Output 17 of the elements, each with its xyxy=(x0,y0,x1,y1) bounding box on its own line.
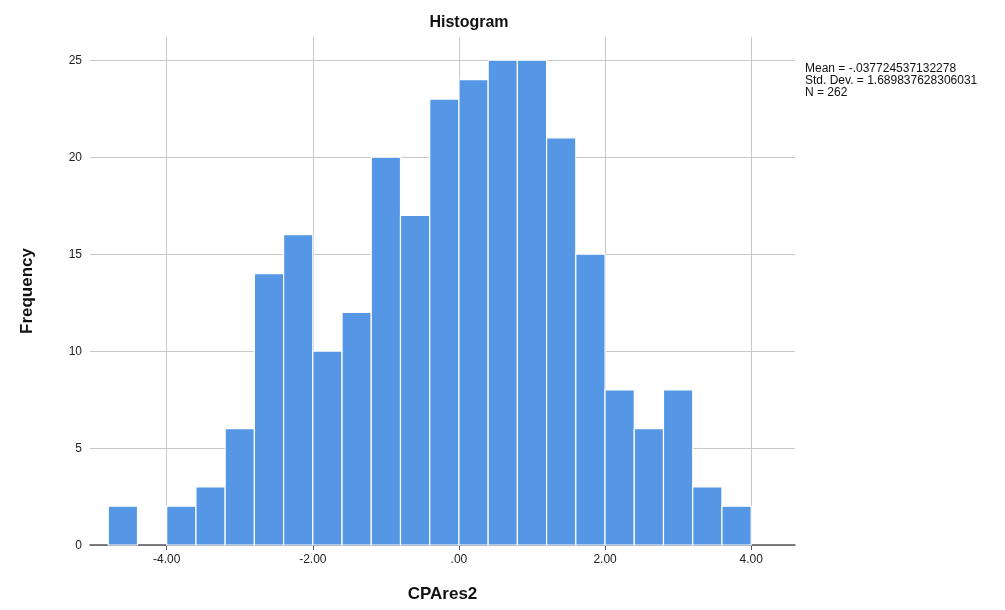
text: N = 262 xyxy=(805,85,848,99)
x-tick-label: -4.00 xyxy=(153,552,181,566)
y-tick-label: 20 xyxy=(68,150,83,165)
y-tick-label: 5 xyxy=(75,441,83,456)
text: Std. Dev. = 1.689837628306031 xyxy=(805,73,978,87)
y-tick-label: 25 xyxy=(68,53,83,68)
y-tick-label: 0 xyxy=(75,538,83,552)
chart-title: Histogram xyxy=(429,12,509,30)
y-axis-title: Frequency xyxy=(17,247,36,334)
x-tick-label: 2.00 xyxy=(593,552,618,566)
y-tick-label: 15 xyxy=(68,247,83,262)
y-tick-label: 10 xyxy=(68,344,83,359)
x-axis-title: CPAres2 xyxy=(407,584,478,603)
x-tick-label: -2.00 xyxy=(299,552,327,566)
x-tick-label: .00 xyxy=(450,552,468,566)
x-tick-label: 4.00 xyxy=(739,552,764,566)
text: Mean = -.037724537132278 xyxy=(805,61,957,75)
